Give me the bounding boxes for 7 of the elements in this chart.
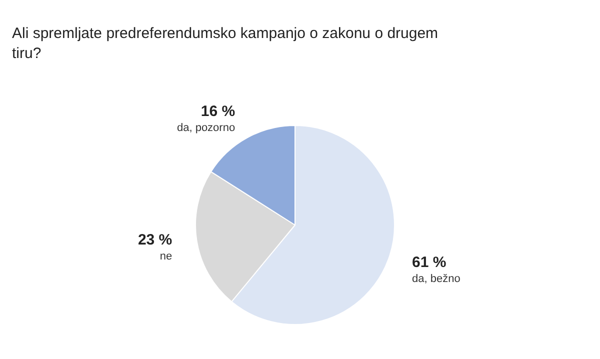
data-label: 16 % — [200, 103, 236, 120]
slice-label: da, bežno — [412, 273, 460, 286]
slice-label: ne — [160, 250, 172, 262]
data-label: 23 % — [138, 231, 172, 248]
data-label: 61 % — [412, 254, 446, 272]
slice-label: da, pozorno — [176, 122, 236, 134]
chart-title: Ali spremljate predreferendumsko kampanjo o zakonu o drugem tiru? — [12, 24, 440, 64]
